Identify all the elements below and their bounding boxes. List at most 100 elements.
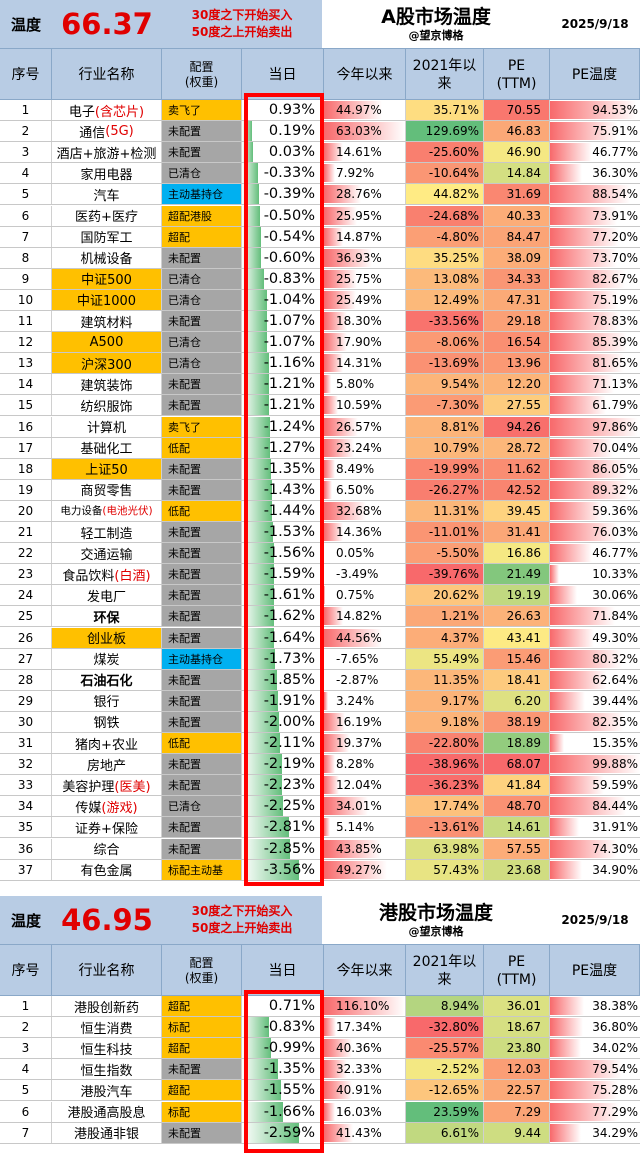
col-since2021-header: 2021年以来: [406, 945, 484, 996]
pe-temperature-bar: [550, 734, 564, 753]
pe-temperature-bar: [550, 997, 585, 1016]
hk-strategy-note: 30度之下开始买入 50度之上开始卖出: [162, 896, 322, 944]
table-row: 35 证券+保险 未配置 -2.81% 5.14% -13.61% 14.61 31.91%: [0, 817, 640, 839]
since-2021-change: -32.80%: [406, 1017, 484, 1038]
industry-name-part: (游戏): [101, 800, 138, 816]
since-2021-change: -19.99%: [406, 458, 484, 479]
col-ytd-header: 今年以来: [324, 49, 406, 100]
a-strategy-note: 30度之下开始买入 50度之上开始卖出: [162, 0, 322, 48]
pe-temperature: 88.54%: [550, 184, 640, 204]
table-row: 12 A500 已清仓 -1.07% 17.90% -8.06% 16.54 85.39%: [0, 332, 640, 354]
industry-name-part: 环保: [93, 610, 120, 626]
col-index-header: 序号: [0, 945, 52, 996]
since-2021-change: 11.35%: [406, 669, 484, 690]
today-change-bar: [242, 458, 272, 479]
allocation-badge: 未配置: [162, 838, 242, 859]
pe-temperature-value: 38.38%: [592, 999, 638, 1014]
today-change-value: -0.39%: [263, 186, 315, 203]
ytd-change-bar: [324, 248, 372, 267]
pe-ttm: 38.19: [484, 711, 550, 732]
allocation-badge: 未配置: [162, 564, 242, 585]
allocation-badge: 标配: [162, 1017, 242, 1038]
since-2021-change: 9.54%: [406, 374, 484, 395]
today-change-value: -1.91%: [263, 692, 315, 709]
ytd-change-bar: [324, 375, 332, 394]
pe-temperature-bar: [550, 586, 577, 605]
pe-temperature-value: 99.88%: [592, 757, 638, 772]
row-index: 11: [0, 311, 52, 332]
pe-temperature-value: 80.32%: [592, 651, 638, 666]
today-change-value: -2.19%: [263, 756, 315, 773]
ytd-change-value: 5.14%: [336, 820, 375, 835]
pe-temperature: 62.64%: [550, 670, 640, 690]
ytd-change-bar: [324, 206, 358, 225]
ytd-change: 14.82%: [324, 606, 406, 627]
today-change-value: -0.54%: [263, 228, 315, 245]
industry-name: 证券+保险: [52, 817, 162, 838]
today-change: -1.35%: [242, 1059, 324, 1080]
ytd-change-bar: [324, 1018, 337, 1037]
row-index: 2: [0, 121, 52, 142]
pe-temperature: 73.91%: [550, 206, 640, 226]
ytd-change-value: 25.95%: [336, 208, 382, 223]
pe-temperature-bar: [550, 1018, 584, 1037]
row-index: 31: [0, 733, 52, 754]
ytd-change-bar: [324, 997, 405, 1016]
pe-temperature-value: 78.83%: [592, 314, 638, 329]
ytd-change: 5.14%: [324, 817, 406, 838]
pe-temperature-value: 76.03%: [592, 525, 638, 540]
a-temp-value: 66.37: [52, 0, 162, 48]
pe-temperature-bar: [550, 1081, 618, 1100]
ytd-change: 16.03%: [324, 1101, 406, 1122]
pe-temperature-value: 94.53%: [592, 103, 638, 118]
ytd-change: 40.91%: [324, 1080, 406, 1101]
since-2021-change: 35.25%: [406, 247, 484, 268]
row-index: 3: [0, 142, 52, 163]
industry-name-part: 建筑材料: [80, 315, 133, 331]
industry-name: 港股汽车: [52, 1080, 162, 1101]
today-change-bar: [242, 1059, 278, 1080]
row-index: 3: [0, 1038, 52, 1059]
pe-temperature-bar: [550, 206, 617, 225]
industry-name-part: 恒生指数: [80, 1063, 133, 1079]
ytd-change-value: 10.59%: [336, 398, 382, 413]
industry-name: 美容护理 (医美): [52, 775, 162, 796]
today-change-value: 0.93%: [268, 102, 315, 119]
table-row: 6 港股通高股息 标配 -1.66% 16.03% 23.59% 7.29 77.29%: [0, 1101, 640, 1123]
row-index: 20: [0, 500, 52, 521]
allocation-badge: 主动基持仓: [162, 184, 242, 205]
today-change-value: -1.56%: [263, 545, 315, 562]
today-change-value: -1.59%: [263, 566, 315, 583]
industry-name-part: 基础化工: [80, 442, 133, 458]
ytd-change-value: -3.49%: [336, 567, 379, 582]
ytd-change-bar: [324, 501, 367, 520]
ytd-change-value: 34.01%: [336, 799, 382, 814]
since-2021-change: 20.62%: [406, 585, 484, 606]
pe-temperature: 82.35%: [550, 712, 640, 732]
today-change: -2.23%: [242, 775, 324, 796]
pe-temperature-value: 89.32%: [592, 482, 638, 497]
row-index: 5: [0, 1080, 52, 1101]
today-change-value: -1.16%: [263, 355, 315, 372]
pe-temperature-bar: [550, 523, 619, 542]
pe-temperature: 84.44%: [550, 796, 640, 816]
pe-ttm: 26.63: [484, 606, 550, 627]
row-index: 25: [0, 606, 52, 627]
today-change: -2.11%: [242, 733, 324, 754]
since-2021-change: 23.59%: [406, 1101, 484, 1122]
allocation-badge: 未配置: [162, 606, 242, 627]
industry-name-part: 商贸零售: [80, 484, 133, 500]
ytd-change: 63.03%: [324, 121, 406, 142]
allocation-badge: 未配置: [162, 374, 242, 395]
col-pe-temp-header: PE温度: [550, 945, 640, 996]
ytd-change-value: 0.75%: [336, 588, 375, 603]
since-2021-change: 129.69%: [406, 121, 484, 142]
ytd-change: 7.92%: [324, 163, 406, 184]
pe-temperature-value: 46.77%: [592, 546, 638, 561]
pe-temperature-bar: [550, 1123, 581, 1142]
ytd-change-value: 0.05%: [336, 546, 375, 561]
today-change-value: -2.23%: [263, 777, 315, 794]
ytd-change-bar: [324, 122, 405, 141]
ytd-change: 14.31%: [324, 353, 406, 374]
industry-name: 猪肉+农业: [52, 733, 162, 754]
